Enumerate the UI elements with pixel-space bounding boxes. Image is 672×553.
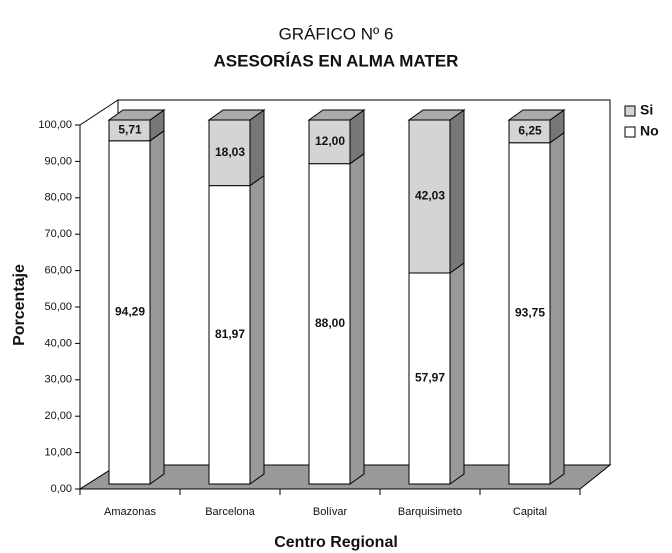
data-label: 94,29 — [115, 305, 145, 319]
y-tick-label: 80,00 — [44, 192, 72, 204]
bar-top — [307, 109, 366, 121]
bar-side — [249, 109, 265, 187]
x-tick-label: Bolívar — [313, 506, 348, 518]
bar-top — [107, 109, 166, 121]
data-label: 81,97 — [215, 327, 245, 341]
data-label: 42,03 — [415, 189, 445, 203]
bar-side — [249, 174, 265, 485]
x-tick-label: Barquisimeto — [398, 506, 462, 518]
y-tick-label: 60,00 — [44, 265, 72, 277]
x-axis-label: Centro Regional — [274, 534, 398, 551]
bar-side — [149, 129, 165, 485]
bar-top — [507, 109, 566, 121]
data-label: 93,75 — [515, 306, 545, 320]
y-axis-label: Porcentaje — [11, 264, 28, 346]
bar-side — [449, 109, 465, 274]
bar — [408, 119, 451, 274]
bar — [508, 142, 551, 485]
data-label: 6,25 — [518, 124, 542, 138]
y-tick-label: 70,00 — [44, 228, 72, 240]
chart-subtitle: ASESORÍAS EN ALMA MATER — [214, 51, 459, 70]
data-label: 12,00 — [315, 134, 345, 148]
y-tick-label: 30,00 — [44, 374, 72, 386]
x-tick-label: Capital — [513, 506, 547, 518]
data-label: 88,00 — [315, 316, 345, 330]
data-label: 57,97 — [415, 371, 445, 385]
y-tick-label: 10,00 — [44, 447, 72, 459]
y-tick-label: 100,00 — [38, 119, 72, 131]
y-tick-label: 40,00 — [44, 337, 72, 349]
x-tick-label: Amazonas — [104, 506, 156, 518]
bar — [108, 140, 151, 485]
y-tick-label: 50,00 — [44, 301, 72, 313]
bar-top — [207, 109, 266, 121]
bar — [408, 272, 451, 485]
bar — [208, 185, 251, 485]
data-label: 18,03 — [215, 145, 245, 159]
legend-swatch — [624, 105, 636, 117]
bar-side — [449, 262, 465, 485]
chart-title: GRÁFICO Nº 6 — [279, 24, 394, 43]
data-label: 5,71 — [118, 123, 142, 137]
bar-top — [407, 109, 466, 121]
bar-side — [349, 152, 365, 485]
legend-swatch — [624, 126, 636, 138]
y-tick-label: 90,00 — [44, 155, 72, 167]
legend-label: Si — [640, 102, 653, 118]
bar-side — [549, 131, 565, 485]
bar — [308, 163, 351, 485]
y-tick-label: 20,00 — [44, 410, 72, 422]
legend-label: No — [640, 123, 659, 139]
x-tick-label: Barcelona — [205, 506, 255, 518]
y-tick-label: 0,00 — [51, 483, 72, 495]
bar — [308, 119, 351, 165]
